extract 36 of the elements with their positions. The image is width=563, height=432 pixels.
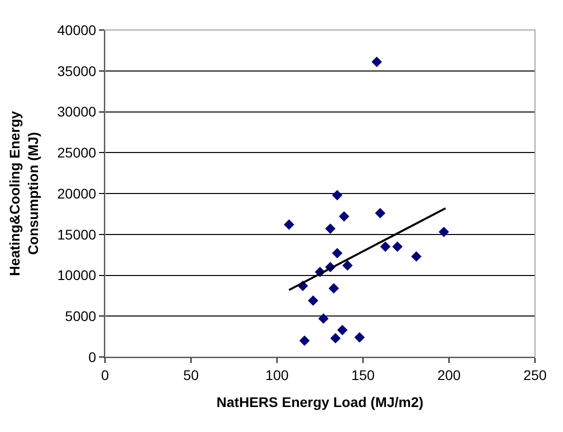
y-tick-label: 0 xyxy=(88,348,96,365)
y-axis-title: Heating&Cooling Energy Consumption (MJ) xyxy=(6,110,41,276)
point xyxy=(372,56,382,68)
x-tick-label: 50 xyxy=(183,366,199,383)
point xyxy=(375,208,386,218)
y-tick-label: 25000 xyxy=(57,144,96,161)
point xyxy=(328,283,339,294)
x-tick-label: 250 xyxy=(523,366,547,383)
y-tick-label: 20000 xyxy=(57,185,96,202)
x-tick-label: 0 xyxy=(101,366,110,383)
x-tick-label: 150 xyxy=(351,366,375,383)
x-tick-label: 200 xyxy=(437,366,461,383)
y-tick-label: 35000 xyxy=(57,62,96,79)
point xyxy=(337,324,348,336)
point xyxy=(299,335,310,346)
point xyxy=(380,241,391,252)
x-axis-title: NatHERS Energy Load (MJ/m2) xyxy=(216,394,424,410)
point xyxy=(438,226,450,238)
point xyxy=(318,313,329,324)
y-tick-label: 10000 xyxy=(57,267,96,284)
x-tick-label: 100 xyxy=(265,366,289,383)
point xyxy=(354,332,365,343)
y-tick-label: 40000 xyxy=(57,22,96,38)
point xyxy=(338,211,350,222)
y-tick-label: 30000 xyxy=(57,104,96,120)
point xyxy=(332,190,342,200)
point xyxy=(325,223,336,234)
point xyxy=(392,241,403,252)
point xyxy=(411,251,422,262)
point xyxy=(342,260,353,271)
point xyxy=(284,219,294,230)
point xyxy=(330,333,341,344)
y-tick-label: 5000 xyxy=(65,308,96,324)
point xyxy=(308,295,318,306)
y-tick-label: 15000 xyxy=(57,226,96,242)
point xyxy=(332,248,342,258)
